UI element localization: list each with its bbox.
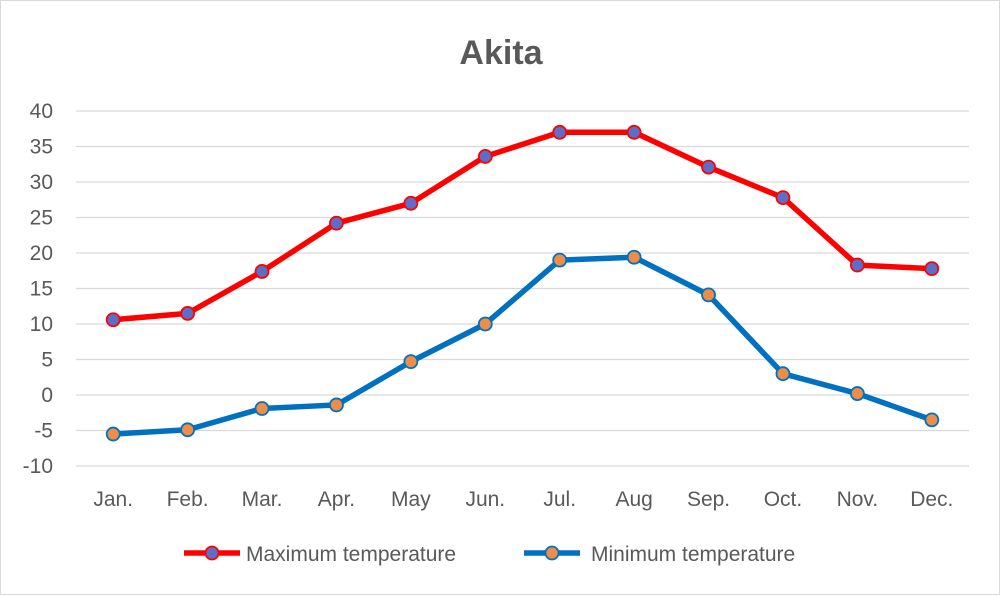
legend-swatch-marker: [204, 545, 220, 561]
data-point: [626, 249, 642, 265]
data-point: [477, 316, 493, 332]
y-tick-label: 0: [41, 384, 53, 407]
chart-title: Akita: [459, 34, 543, 72]
x-tick-label: Nov.: [837, 488, 879, 511]
y-tick-label: 25: [30, 207, 53, 230]
x-tick-label: Jan.: [93, 488, 133, 511]
x-axis-tick-labels: Jan. Feb. Mar. Apr. May Jun. Jul. Aug Sep. Oct. No…: [93, 488, 953, 511]
x-tick-label: Apr.: [318, 488, 355, 511]
x-tick-label: Feb.: [167, 488, 209, 511]
data-point: [403, 354, 419, 370]
data-point: [254, 401, 270, 416]
series-lines: [110, 129, 935, 437]
data-point: [552, 124, 568, 140]
x-tick-label: Jun.: [465, 488, 505, 511]
data-point: [849, 386, 865, 401]
data-point: [329, 215, 344, 231]
y-tick-label: -5: [34, 420, 53, 443]
x-tick-label: Mar.: [242, 488, 283, 511]
data-point: [924, 412, 940, 428]
data-point: [403, 195, 419, 211]
data-point: [329, 397, 344, 413]
legend-label: Minimum temperature: [591, 543, 795, 566]
data-point: [701, 159, 716, 175]
data-point: [105, 426, 121, 442]
data-point: [849, 257, 865, 273]
data-point: [254, 264, 270, 279]
data-point: [775, 366, 791, 382]
series-line-minimum: [110, 254, 935, 437]
x-tick-label: Oct.: [764, 488, 803, 511]
data-point: [701, 287, 716, 303]
y-tick-label: 5: [41, 349, 53, 372]
data-point: [775, 190, 791, 206]
series-markers: [105, 124, 940, 442]
data-point: [552, 252, 568, 268]
data-point: [180, 305, 196, 321]
data-point: [924, 261, 940, 277]
x-tick-label: May: [391, 488, 431, 511]
data-point: [626, 124, 642, 140]
series-line-maximum: [110, 129, 935, 323]
legend-label: Maximum temperature: [246, 543, 456, 566]
y-tick-label: 10: [30, 313, 53, 336]
data-point: [180, 422, 196, 438]
x-tick-label: Dec.: [910, 488, 953, 511]
x-tick-label: Sep.: [687, 488, 730, 511]
legend: Maximum temperature Minimum temperature: [184, 543, 795, 566]
y-tick-label: 40: [30, 100, 53, 123]
y-tick-label: 35: [30, 136, 53, 159]
y-tick-label: -10: [23, 455, 53, 478]
y-tick-label: 15: [30, 278, 53, 301]
legend-swatch-marker: [544, 545, 560, 561]
data-point: [477, 149, 493, 164]
x-tick-label: Jul.: [543, 488, 576, 511]
y-axis-tick-labels: 40 35 30 25 20 15 10 5 0 -5 -10: [23, 100, 53, 478]
y-tick-label: 20: [30, 242, 53, 265]
data-point: [105, 312, 121, 328]
x-tick-label: Aug: [615, 488, 652, 511]
y-tick-label: 30: [30, 171, 53, 194]
